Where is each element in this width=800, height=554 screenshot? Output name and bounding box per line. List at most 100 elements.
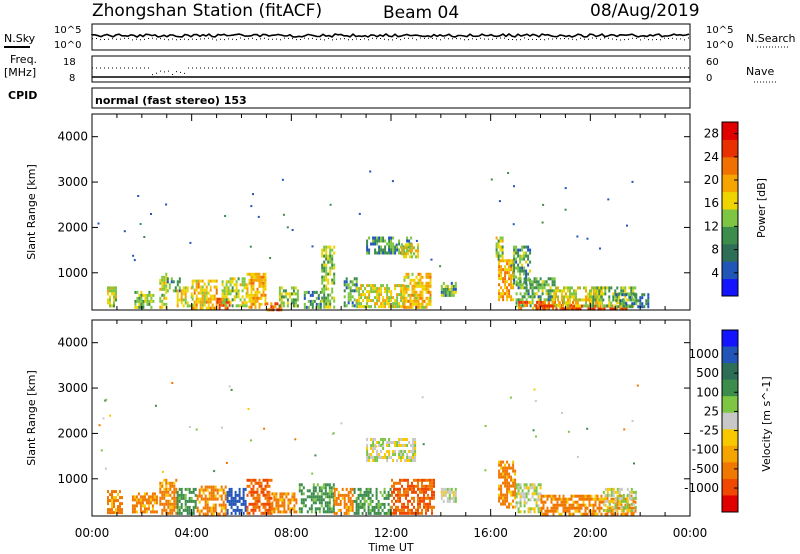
scatter-cell xyxy=(510,274,513,278)
scatter-cell xyxy=(115,292,117,296)
stray-cell xyxy=(213,470,216,473)
velocity-colorbar-band xyxy=(722,346,738,364)
scatter-cell xyxy=(173,487,176,491)
scatter-cell xyxy=(203,288,206,292)
scatter-cell xyxy=(500,460,503,464)
scatter-cell xyxy=(567,307,570,311)
scatter-cell xyxy=(508,289,511,293)
scatter-cell xyxy=(143,498,146,502)
scatter-cell xyxy=(569,298,571,302)
scatter-cell xyxy=(212,506,215,510)
scatter-cell xyxy=(171,508,174,512)
scatter-cell xyxy=(359,499,362,503)
scatter-cell xyxy=(442,281,445,285)
scatter-cell xyxy=(351,283,354,287)
scatter-cell xyxy=(400,287,403,291)
scatter-cell xyxy=(320,495,323,499)
power-ylabel: Slant Range [km] xyxy=(25,164,38,260)
scatter-cell xyxy=(586,512,589,516)
scatter-cell xyxy=(281,498,284,502)
scatter-cell xyxy=(383,511,386,515)
scatter-cell xyxy=(248,293,251,297)
scatter-cell xyxy=(390,248,393,252)
scatter-cell xyxy=(608,298,611,302)
scatter-cell xyxy=(140,302,143,306)
freq-unit-label: [MHz] xyxy=(4,66,36,79)
scatter-cell xyxy=(113,505,115,509)
scatter-cell xyxy=(242,490,245,494)
scatter-cell xyxy=(612,490,615,494)
scatter-cell xyxy=(176,490,179,494)
scatter-cell xyxy=(258,281,261,285)
scatter-cell xyxy=(385,496,388,500)
scatter-cell xyxy=(546,306,549,310)
scatter-cell xyxy=(565,304,567,308)
scatter-cell xyxy=(405,305,408,309)
scatter-cell xyxy=(370,299,373,303)
scatter-cell xyxy=(504,271,507,275)
scatter-cell xyxy=(526,303,529,307)
scatter-cell xyxy=(608,304,611,308)
scatter-cell xyxy=(287,507,290,511)
scatter-cell xyxy=(201,300,204,304)
scatter-cell xyxy=(525,501,528,505)
scatter-cell xyxy=(233,298,236,302)
scatter-cell xyxy=(502,289,505,293)
scatter-cell xyxy=(501,236,504,240)
scatter-cell xyxy=(371,493,374,497)
scatter-cell xyxy=(308,507,311,511)
scatter-cell xyxy=(537,286,540,290)
scatter-cell xyxy=(590,503,593,507)
scatter-cell xyxy=(226,496,229,500)
scatter-cell xyxy=(205,297,208,301)
scatter-cell xyxy=(388,305,391,309)
scatter-cell xyxy=(147,495,150,499)
scatter-cell xyxy=(622,512,625,516)
noise-traces xyxy=(91,33,690,41)
scatter-cell xyxy=(214,509,217,513)
scatter-cell xyxy=(506,499,509,503)
scatter-cell xyxy=(604,487,607,491)
scatter-cell xyxy=(504,265,507,269)
scatter-cell xyxy=(260,481,263,485)
scatter-cell xyxy=(561,295,563,299)
scatter-cell xyxy=(515,292,518,296)
scatter-cell xyxy=(544,512,547,516)
scatter-cell xyxy=(535,286,538,290)
scatter-cell xyxy=(165,272,168,276)
scatter-cell xyxy=(529,283,532,287)
scatter-cell xyxy=(525,483,528,487)
scatter-cell xyxy=(596,295,599,299)
scatter-cell xyxy=(606,286,609,290)
scatter-cell xyxy=(241,295,244,299)
scatter-cell xyxy=(147,507,150,511)
scatter-cell xyxy=(304,498,307,502)
scatter-cell xyxy=(161,287,164,291)
scatter-cell xyxy=(563,307,566,311)
scatter-cell xyxy=(271,510,274,514)
scatter-cell xyxy=(388,287,391,291)
scatter-cell xyxy=(619,307,622,311)
scatter-cell xyxy=(209,294,212,298)
stray-cell xyxy=(189,241,192,244)
scatter-cell xyxy=(241,280,244,284)
scatter-cell xyxy=(594,286,597,290)
scatter-cell xyxy=(275,501,278,505)
scatter-cell xyxy=(501,251,504,255)
scatter-cell xyxy=(632,496,635,500)
scatter-cell xyxy=(379,490,382,494)
scatter-cell xyxy=(266,490,269,494)
scatter-cell xyxy=(585,301,587,305)
stray-cell xyxy=(311,245,314,248)
scatter-cell xyxy=(630,506,633,510)
scatter-cell xyxy=(325,269,328,273)
scatter-cell xyxy=(547,304,550,308)
scatter-cell xyxy=(262,493,265,497)
scatter-cell xyxy=(314,498,317,502)
scatter-cell xyxy=(292,301,295,305)
scatter-cell xyxy=(252,296,255,300)
scatter-cell xyxy=(186,499,189,503)
scatter-cell xyxy=(535,277,538,281)
scatter-cell xyxy=(351,499,354,503)
scatter-cell xyxy=(252,284,255,288)
